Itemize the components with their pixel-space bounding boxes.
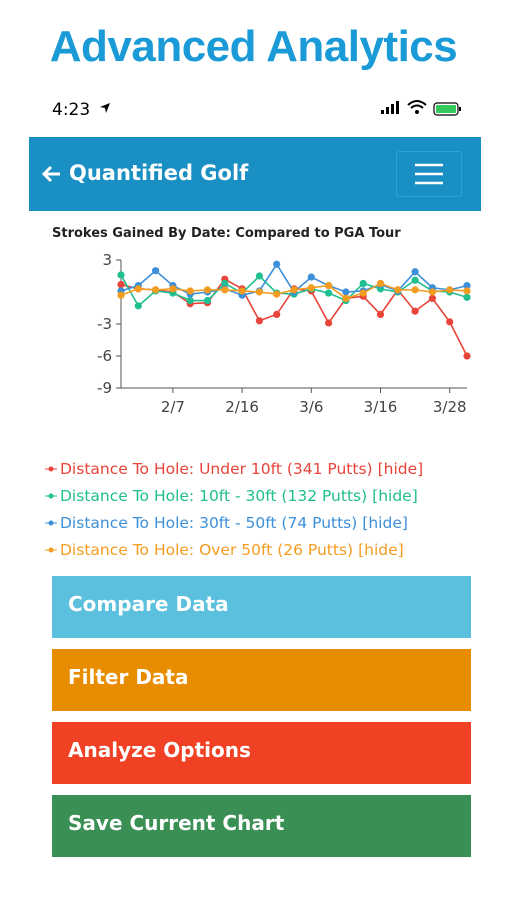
point xyxy=(117,280,125,289)
point xyxy=(273,260,281,268)
legend-label: Distance To Hole: Under 10ft (341 Putts) xyxy=(60,459,373,478)
point xyxy=(221,279,229,288)
legend-dot xyxy=(48,547,54,552)
legend-marker xyxy=(45,547,57,552)
y-tick-label: -9 xyxy=(97,379,112,397)
point xyxy=(117,271,125,279)
x-tick-label: 2/7 xyxy=(161,398,185,416)
point xyxy=(411,276,419,284)
legend-dot xyxy=(48,493,54,498)
point xyxy=(342,288,350,296)
point xyxy=(307,273,315,281)
legend-dot xyxy=(48,466,54,471)
y-tick-label: -6 xyxy=(97,347,112,365)
legend: Distance To Hole: Under 10ft (341 Putts)… xyxy=(44,455,423,563)
point xyxy=(342,294,350,302)
point xyxy=(186,296,194,305)
legend-marker xyxy=(45,466,57,471)
point xyxy=(446,318,454,326)
brand[interactable]: Quantified Golf xyxy=(69,161,249,185)
point xyxy=(463,293,471,301)
chart-title: Strokes Gained By Date: Compared to PGA … xyxy=(52,226,401,241)
point xyxy=(152,286,160,294)
x-tick-label: 3/28 xyxy=(433,398,467,416)
status-icons xyxy=(100,100,461,116)
legend-dot xyxy=(48,520,54,525)
legend-marker xyxy=(45,520,57,525)
action-button[interactable]: Save Current Chart xyxy=(52,795,471,857)
point xyxy=(463,287,471,295)
action-button[interactable]: Filter Data xyxy=(52,649,471,711)
x-tick-label: 3/16 xyxy=(364,398,398,416)
legend-item: Distance To Hole: Under 10ft (341 Putts)… xyxy=(44,455,423,482)
point xyxy=(325,289,333,297)
point xyxy=(463,282,471,290)
point xyxy=(428,288,436,296)
point xyxy=(186,287,194,295)
point xyxy=(411,307,419,315)
point xyxy=(359,279,367,288)
legend-item: Distance To Hole: 30ft - 50ft (74 Putts)… xyxy=(44,509,423,536)
y-tick-label: 3 xyxy=(102,251,112,269)
chart: Strokes Gained By Date: Compared to PGA … xyxy=(52,226,471,416)
hide-link[interactable]: [hide] xyxy=(372,486,418,505)
point xyxy=(203,296,212,305)
point xyxy=(255,317,263,325)
point xyxy=(290,286,298,294)
point xyxy=(446,286,454,294)
menu-button[interactable] xyxy=(396,151,462,197)
point xyxy=(307,284,315,292)
point xyxy=(134,302,142,310)
point xyxy=(394,286,402,294)
page-title: Advanced Analytics xyxy=(49,22,458,71)
point xyxy=(376,279,385,288)
point xyxy=(134,285,142,293)
hide-link[interactable]: [hide] xyxy=(377,459,424,478)
action-button[interactable]: Compare Data xyxy=(52,576,471,638)
legend-label: Distance To Hole: Over 50ft (26 Putts) xyxy=(60,540,354,559)
point xyxy=(411,286,419,294)
point xyxy=(273,310,281,318)
point xyxy=(376,310,385,318)
hide-link[interactable]: [hide] xyxy=(362,513,408,532)
action-button[interactable]: Analyze Options xyxy=(52,722,471,784)
point xyxy=(411,268,419,276)
legend-label: Distance To Hole: 10ft - 30ft (132 Putts… xyxy=(60,486,368,505)
point xyxy=(255,288,263,296)
legend-item: Distance To Hole: 10ft - 30ft (132 Putts… xyxy=(44,482,423,509)
legend-marker xyxy=(45,493,57,498)
point xyxy=(117,291,125,299)
back-icon[interactable] xyxy=(41,164,63,186)
point xyxy=(463,352,471,360)
navbar: Quantified Golf xyxy=(29,137,481,211)
point xyxy=(325,282,333,290)
point xyxy=(273,290,281,298)
point xyxy=(152,267,160,275)
x-tick-label: 2/16 xyxy=(225,398,259,416)
point xyxy=(255,272,263,280)
point xyxy=(169,285,177,293)
point xyxy=(428,294,436,302)
legend-item: Distance To Hole: Over 50ft (26 Putts) [h… xyxy=(44,536,423,563)
point xyxy=(359,289,367,297)
point xyxy=(325,319,333,327)
y-tick-label: -3 xyxy=(97,315,112,333)
hide-link[interactable]: [hide] xyxy=(358,540,404,559)
status-time: 4:23 xyxy=(52,100,91,120)
legend-label: Distance To Hole: 30ft - 50ft (74 Putts) xyxy=(60,513,358,532)
point xyxy=(203,286,212,294)
point xyxy=(238,287,246,295)
x-tick-label: 3/6 xyxy=(299,398,323,416)
point xyxy=(221,286,229,294)
